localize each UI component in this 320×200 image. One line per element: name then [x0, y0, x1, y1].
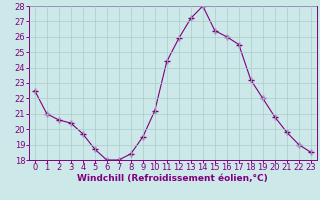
- X-axis label: Windchill (Refroidissement éolien,°C): Windchill (Refroidissement éolien,°C): [77, 174, 268, 183]
